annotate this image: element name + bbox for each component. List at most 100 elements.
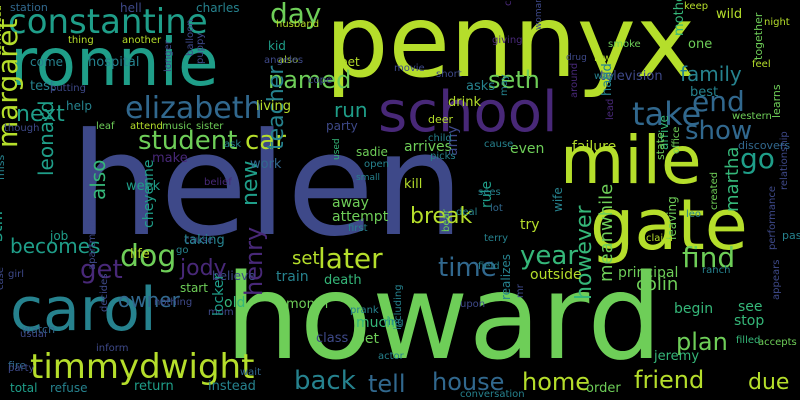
word: longer — [163, 40, 174, 72]
word: named — [268, 66, 352, 94]
word: cope — [308, 75, 333, 86]
word: find — [682, 241, 736, 274]
word: get — [80, 255, 123, 285]
word: bear — [441, 209, 452, 232]
word: hospital — [88, 55, 140, 70]
word: break — [410, 204, 473, 229]
word: wife — [551, 187, 565, 212]
word: end — [692, 85, 745, 118]
word: leonard — [34, 100, 58, 176]
word: school — [378, 80, 558, 145]
word: office — [671, 126, 682, 154]
word: puppy — [195, 32, 206, 64]
word: go — [740, 142, 775, 175]
word: test — [30, 79, 55, 94]
word: colin — [636, 274, 679, 295]
word: deer — [428, 113, 454, 126]
word: lead — [605, 98, 616, 120]
word: run — [334, 98, 368, 122]
word: see — [738, 299, 763, 315]
word: asks — [466, 79, 496, 94]
word: show — [685, 116, 753, 146]
word: living — [256, 99, 292, 114]
word: appears — [771, 259, 782, 300]
word: decides — [99, 273, 110, 313]
word: take — [632, 95, 702, 133]
word: dog — [120, 239, 177, 274]
word: husband — [276, 19, 320, 30]
word: next — [16, 102, 65, 127]
word: tell — [368, 370, 406, 398]
word: bet — [356, 331, 379, 347]
word: short — [436, 69, 462, 80]
word: refuse — [50, 381, 88, 395]
word: nothing — [154, 297, 193, 308]
word: also — [278, 55, 299, 66]
word: wild — [716, 7, 743, 22]
word: mile — [560, 122, 702, 199]
word: ring — [384, 317, 404, 328]
word: jody — [180, 256, 227, 281]
word: movie — [394, 63, 425, 74]
word: drink — [448, 95, 481, 110]
word: attend — [130, 121, 163, 132]
word: however — [572, 205, 597, 300]
word: sister — [196, 121, 224, 132]
word: locker — [211, 273, 227, 316]
word: attempt — [332, 209, 389, 225]
word: leaf — [96, 121, 115, 132]
word: believe — [212, 269, 256, 283]
word: party — [8, 363, 35, 374]
word: apartment — [87, 217, 98, 270]
word: ask — [224, 139, 242, 150]
word: deal — [456, 207, 478, 218]
word: go — [176, 245, 189, 256]
word: becomes — [10, 234, 101, 258]
word: back — [294, 366, 356, 396]
word: even — [510, 141, 545, 157]
word: time — [438, 253, 497, 283]
word: car — [245, 126, 286, 156]
word: helen — [70, 103, 465, 268]
word: leo — [686, 209, 702, 220]
word: kid — [268, 39, 286, 53]
word: usual — [20, 329, 47, 340]
word: begin — [674, 301, 714, 317]
word: angeles — [264, 55, 304, 66]
word: drug — [566, 53, 587, 63]
word: way — [594, 71, 615, 82]
word: night — [764, 17, 790, 28]
word: convinced — [0, 5, 4, 56]
word: pet — [340, 55, 360, 69]
word: girl — [8, 269, 25, 280]
word: inform — [96, 343, 129, 354]
word: keep — [684, 1, 709, 12]
word: belief — [204, 177, 232, 188]
word: field — [478, 261, 500, 272]
word: open — [364, 159, 389, 170]
word: stop — [734, 313, 765, 329]
word: including — [393, 284, 404, 330]
word: student — [138, 126, 238, 156]
word: though — [4, 123, 40, 134]
word: principal — [618, 265, 679, 281]
word: outside — [530, 267, 582, 283]
word: child — [428, 133, 452, 144]
word: taking — [184, 233, 225, 248]
word: pass — [782, 229, 800, 242]
word: discovers — [738, 139, 791, 152]
word: picks — [430, 151, 456, 162]
word: later — [318, 242, 383, 275]
word: another — [122, 35, 162, 46]
word: instead — [208, 379, 256, 394]
word: seth — [488, 66, 540, 94]
word: used — [332, 138, 342, 160]
word: wait — [240, 367, 262, 378]
word: may — [499, 74, 510, 96]
word: fire — [8, 359, 26, 372]
word: pennyx — [325, 0, 696, 100]
word: mr — [515, 284, 526, 298]
word: gate — [590, 184, 748, 266]
word: henry — [240, 226, 268, 296]
word: ranch — [702, 265, 731, 276]
